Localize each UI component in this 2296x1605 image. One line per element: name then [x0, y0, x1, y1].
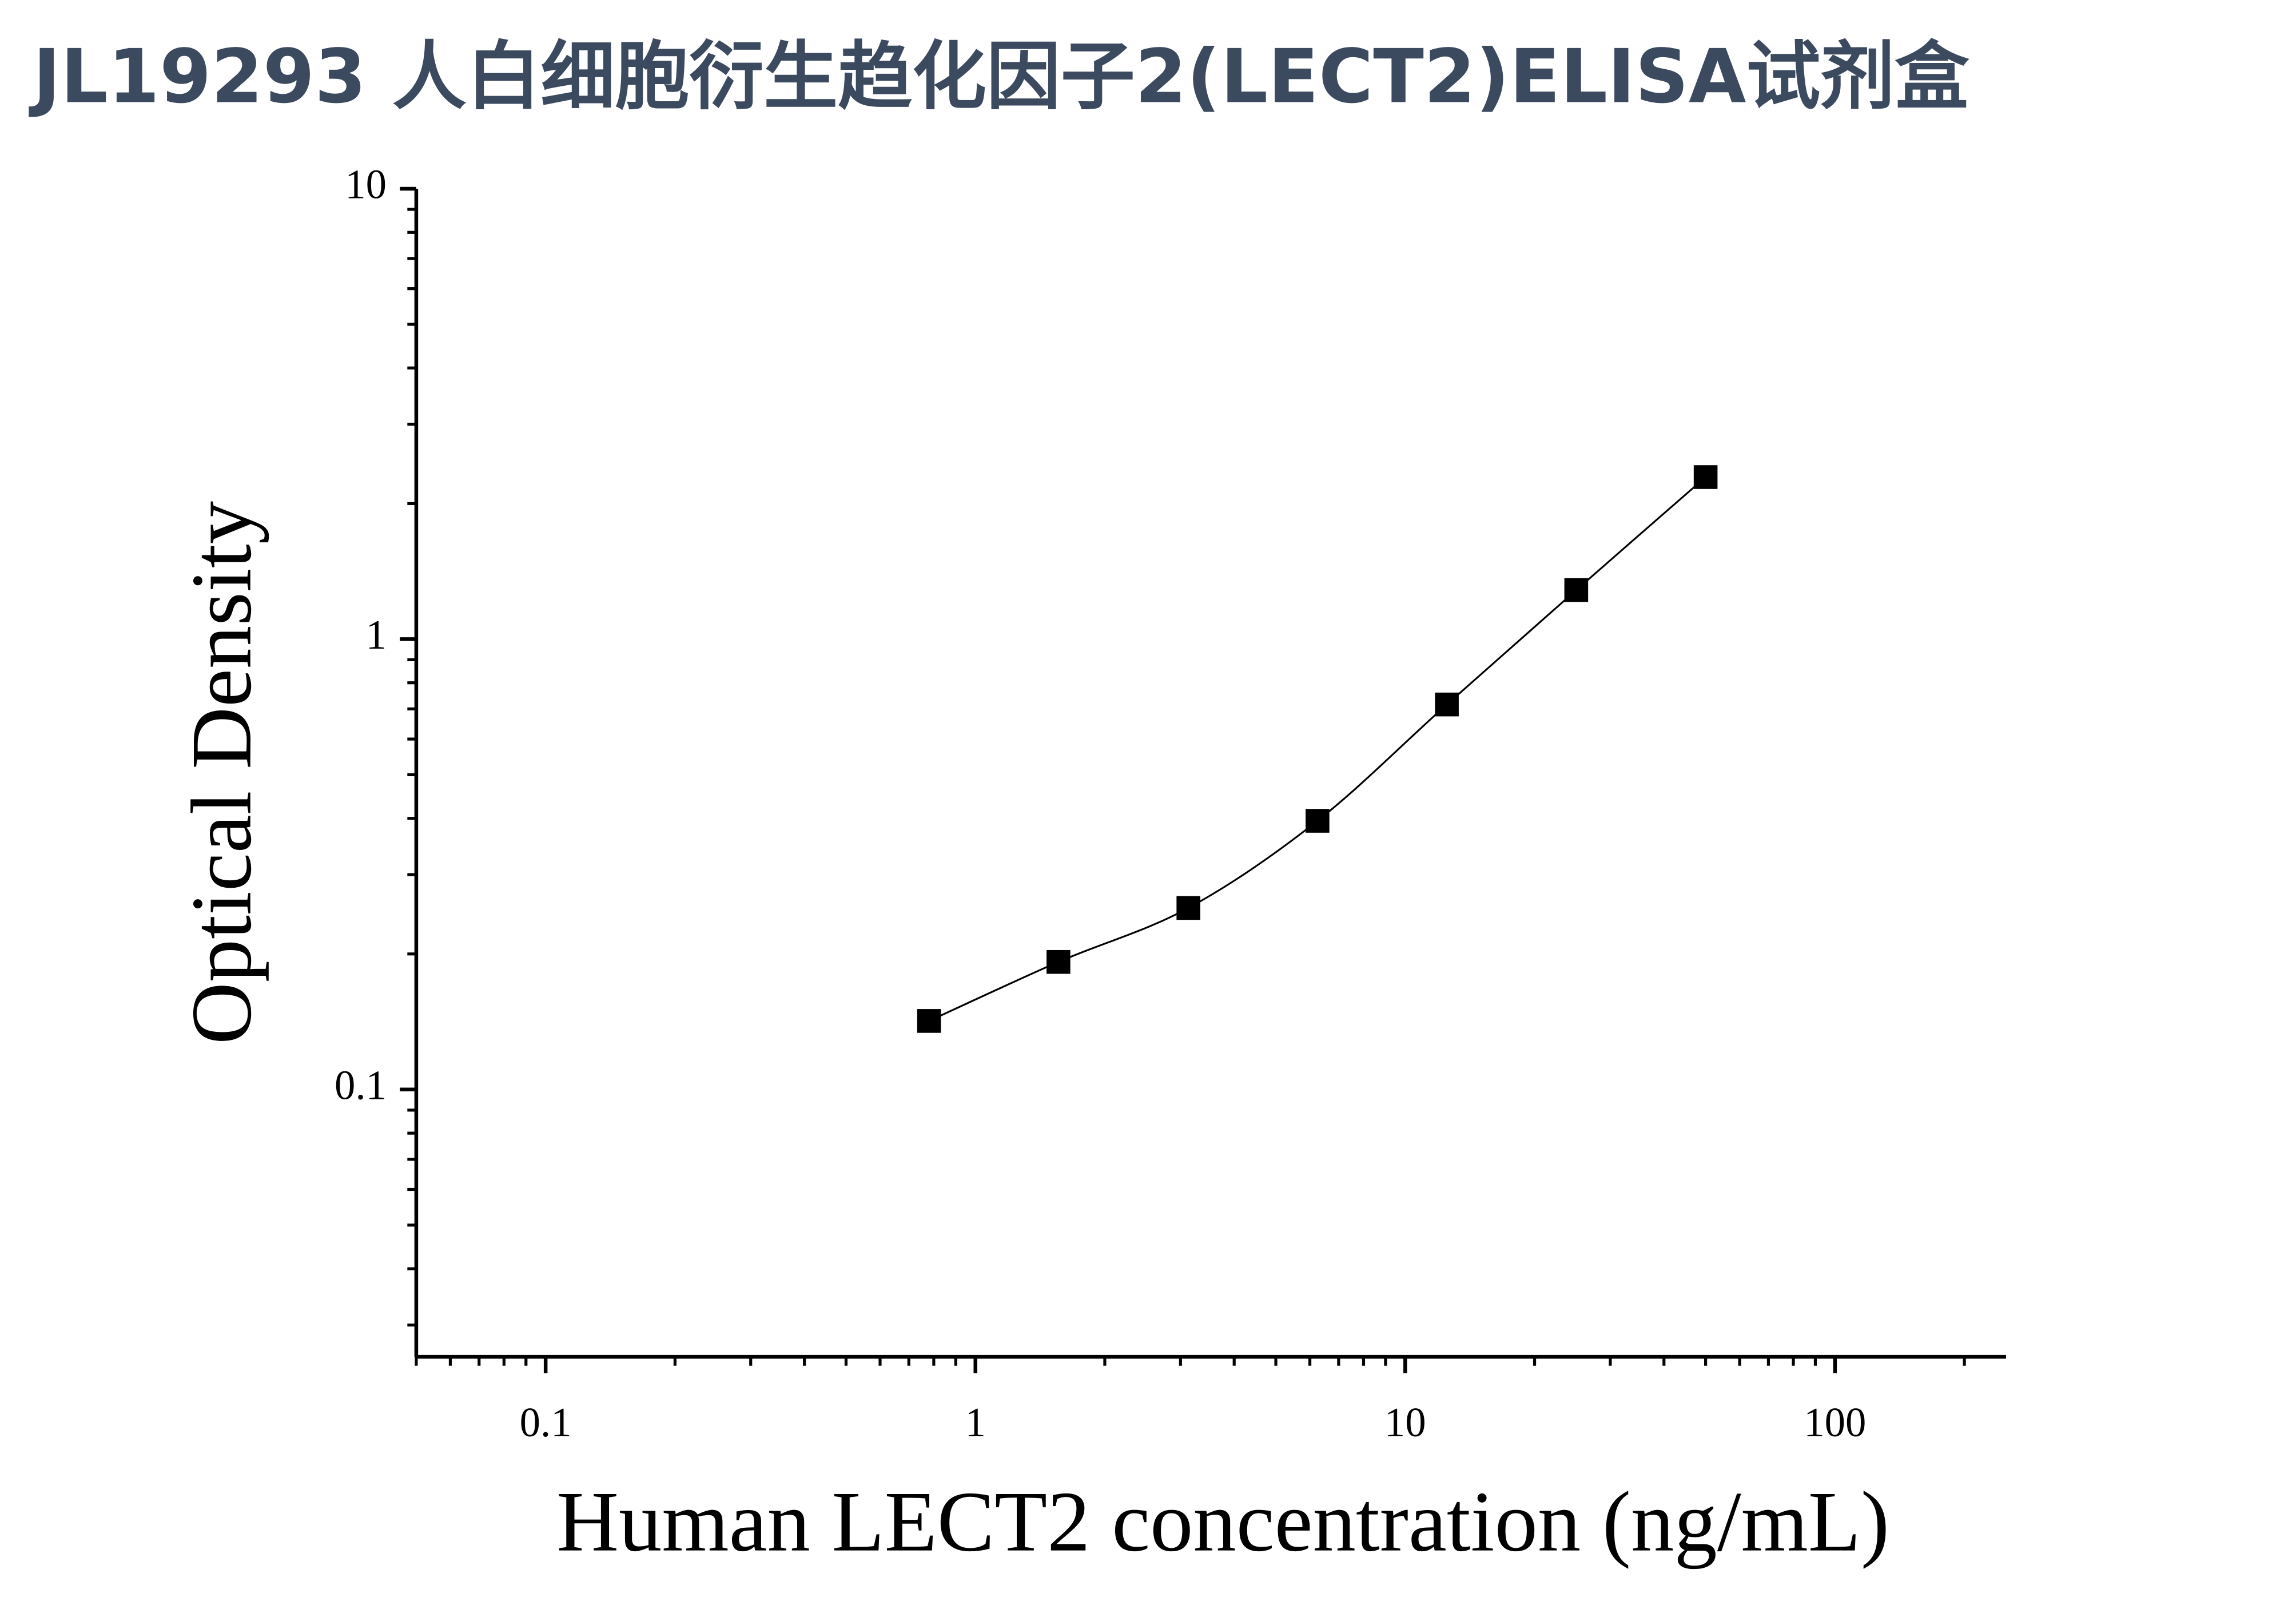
data-point: [917, 1009, 941, 1033]
data-point: [1176, 896, 1200, 920]
y-tick-label: 1: [366, 611, 387, 658]
data-point: [1046, 950, 1071, 974]
chart-title: JL19293 人白细胞衍生趋化因子2(LECT2)ELISA试剂盒: [29, 33, 1970, 120]
data-point: [1564, 578, 1589, 602]
data-point: [1435, 692, 1459, 717]
x-tick-label: 10: [1384, 1399, 1426, 1445]
x-tick-label: 100: [1804, 1399, 1866, 1445]
x-axis-label: Human LECT2 concentration (ng/mL): [556, 1474, 1889, 1570]
data-point: [1306, 809, 1330, 833]
data-point: [1693, 465, 1718, 489]
x-tick-label: 0.1: [520, 1399, 572, 1445]
fit-line: [928, 476, 1706, 1022]
x-tick-label: 1: [965, 1399, 986, 1445]
y-tick-label: 0.1: [335, 1062, 387, 1108]
y-axis-label: Optical Density: [174, 501, 269, 1044]
y-tick-label: 10: [345, 161, 387, 208]
